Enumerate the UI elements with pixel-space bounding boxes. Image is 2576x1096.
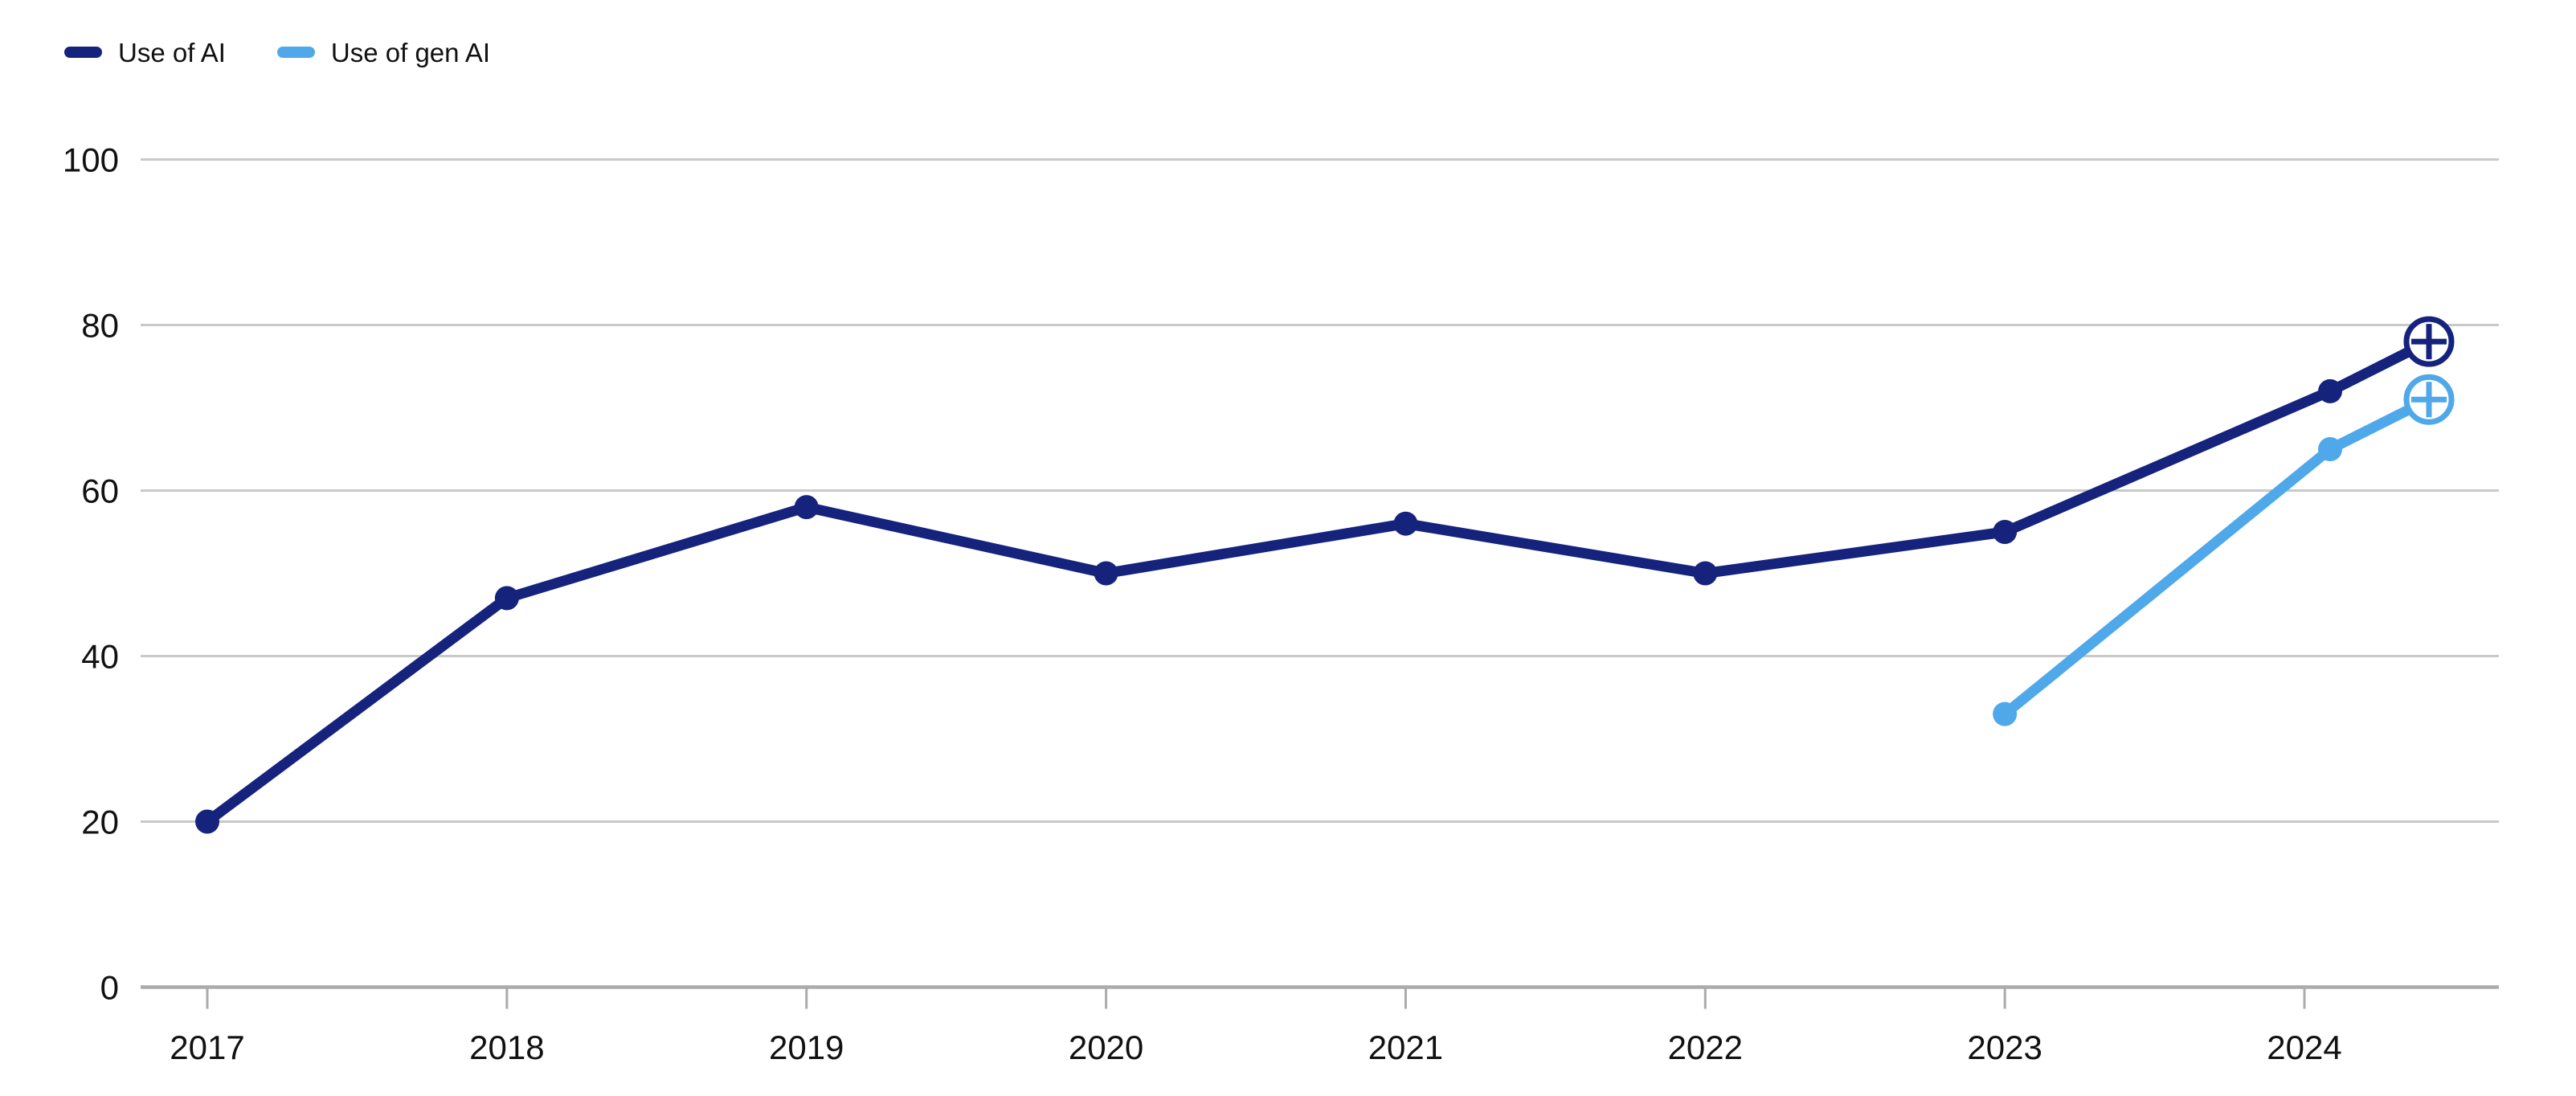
data-point-use-of-ai-2017 [195,809,219,834]
legend-swatch-use-of-gen-ai [276,46,315,58]
y-axis-label-0: 0 [100,969,119,1007]
x-axis-label-2020: 2020 [1069,1029,1143,1066]
end-marker-plus-use-of-ai [2411,324,2447,360]
x-axis-label-2022: 2022 [1668,1029,1743,1066]
data-point-use-of-gen-ai-2023 [1993,701,2018,726]
legend-label-use-of-gen-ai: Use of gen AI [330,38,491,67]
data-point-use-of-gen-ai-2024 [2318,437,2342,461]
legend-swatch-use-of-ai [64,46,102,58]
data-point-use-of-ai-2018 [494,586,519,611]
x-axis-label-2017: 2017 [170,1029,244,1066]
x-axis-label-2024: 2024 [2267,1029,2341,1066]
data-point-use-of-ai-2024 [2318,378,2342,403]
y-axis-label-20: 20 [81,804,119,841]
y-axis-label-40: 40 [81,638,119,676]
series-line-use-of-ai [202,336,2435,827]
x-axis-label-2023: 2023 [1967,1029,2042,1066]
data-point-use-of-ai-2021 [1393,511,1418,536]
y-axis-label-100: 100 [63,141,119,179]
y-axis-label-80: 80 [81,307,119,345]
x-axis-label-2018: 2018 [469,1029,544,1066]
data-point-use-of-ai-2019 [794,495,819,520]
data-point-use-of-ai-2023 [1993,520,2018,544]
end-marker-plus-use-of-gen-ai [2411,382,2447,418]
legend: Use of AI Use of gen AI [64,38,490,66]
legend-item-use-of-ai: Use of AI [64,38,226,66]
legend-label-use-of-ai: Use of AI [118,38,226,67]
x-axis-label-2019: 2019 [769,1029,844,1066]
y-axis-label-60: 60 [81,472,119,510]
x-axis-label-2021: 2021 [1368,1029,1443,1066]
data-point-use-of-ai-2022 [1693,561,1718,586]
data-point-use-of-ai-2020 [1094,561,1118,586]
legend-item-use-of-gen-ai: Use of gen AI [276,38,491,67]
series-line-use-of-gen-ai [1999,394,2435,720]
